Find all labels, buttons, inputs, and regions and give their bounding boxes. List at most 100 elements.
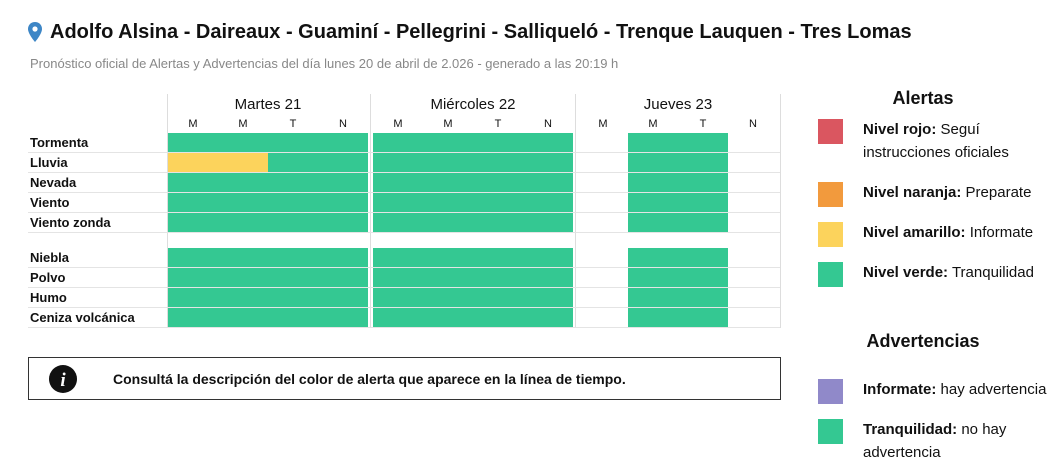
- column-divider: [167, 94, 168, 328]
- alert-cell: [523, 153, 573, 172]
- alert-cell: [268, 193, 318, 212]
- alert-cell: [373, 213, 423, 232]
- alert-cell: [678, 133, 728, 152]
- legend-swatch: [818, 379, 843, 404]
- row-divider: [28, 212, 780, 213]
- row-divider: [28, 287, 780, 288]
- alert-cell: [218, 153, 268, 172]
- alert-cell: [423, 268, 473, 287]
- alert-cell: [423, 133, 473, 152]
- row-label: Nevada: [30, 175, 77, 190]
- alert-cell: [678, 173, 728, 192]
- alert-cell: [473, 193, 523, 212]
- legend-description: Tranquilidad: [951, 264, 1034, 281]
- alert-cell: [678, 248, 728, 267]
- legend-label: Nivel amarillo:: [863, 224, 966, 241]
- row-divider: [28, 327, 780, 328]
- alert-cell: [168, 248, 218, 267]
- alert-cell: [628, 173, 678, 192]
- alert-cell: [168, 213, 218, 232]
- period-label: M: [188, 118, 198, 130]
- alert-cell: [678, 288, 728, 307]
- day-header: Martes 21: [234, 96, 302, 113]
- alert-cell: [318, 268, 368, 287]
- alert-cell: [423, 308, 473, 327]
- alert-cell: [523, 288, 573, 307]
- period-label: T: [494, 118, 502, 130]
- row-label: Viento: [30, 195, 70, 210]
- alert-cell: [628, 288, 678, 307]
- alert-cell: [423, 213, 473, 232]
- legend-text: Informate: hay advertencia: [863, 378, 1059, 401]
- alert-cell: [628, 268, 678, 287]
- alert-cell: [168, 173, 218, 192]
- period-label: T: [289, 118, 297, 130]
- alert-cell: [168, 268, 218, 287]
- legend-text: Nivel naranja: Preparate: [863, 181, 1059, 204]
- row-divider: [28, 192, 780, 193]
- row-label: Viento zonda: [30, 215, 111, 230]
- alert-cell: [523, 213, 573, 232]
- svg-text:i: i: [60, 370, 66, 391]
- alert-cell: [523, 193, 573, 212]
- alert-cell: [168, 133, 218, 152]
- legend-swatch: [818, 119, 843, 144]
- alert-cell: [218, 288, 268, 307]
- alert-cell: [628, 308, 678, 327]
- row-label: Humo: [30, 290, 67, 305]
- alert-cell: [678, 268, 728, 287]
- row-label: Lluvia: [30, 155, 68, 170]
- column-divider: [370, 94, 371, 328]
- legend-description: Informate: [969, 224, 1034, 241]
- legend-swatch: [818, 262, 843, 287]
- legend-label: Nivel naranja:: [863, 184, 962, 201]
- title: Adolfo Alsina - Daireaux - Guaminí - Pel…: [50, 21, 912, 43]
- alert-cell: [168, 153, 218, 172]
- alert-cell: [318, 133, 368, 152]
- alert-cell: [678, 153, 728, 172]
- info-box: i Consultá la descripción del color de a…: [28, 357, 781, 400]
- alert-cell: [373, 153, 423, 172]
- legend-label: Informate:: [863, 381, 937, 398]
- alert-cell: [373, 248, 423, 267]
- alert-cell: [373, 308, 423, 327]
- column-divider: [575, 94, 576, 328]
- alert-cell: [473, 133, 523, 152]
- alert-cell: [373, 288, 423, 307]
- row-label: Polvo: [30, 270, 66, 285]
- alert-cell: [373, 193, 423, 212]
- column-divider: [780, 94, 781, 328]
- legend-title: Advertencias: [866, 331, 980, 351]
- alert-cell: [268, 213, 318, 232]
- alert-cell: [628, 153, 678, 172]
- row-divider: [28, 232, 780, 233]
- alert-cell: [268, 288, 318, 307]
- legend-text: Nivel amarillo: Informate: [863, 221, 1059, 244]
- row-divider: [28, 267, 780, 268]
- subtitle: Pronóstico oficial de Alertas y Adverten…: [30, 56, 619, 71]
- day-header: Jueves 23: [643, 96, 713, 113]
- alert-cell: [678, 193, 728, 212]
- alert-cell: [218, 173, 268, 192]
- period-label: N: [749, 118, 757, 130]
- alert-cell: [423, 288, 473, 307]
- alert-cell: [523, 268, 573, 287]
- row-label: Tormenta: [30, 135, 89, 150]
- alert-cell: [318, 153, 368, 172]
- period-label: N: [339, 118, 347, 130]
- alert-cell: [628, 213, 678, 232]
- alert-cell: [473, 288, 523, 307]
- period-label: M: [393, 118, 403, 130]
- alert-cell: [678, 213, 728, 232]
- alert-cell: [423, 248, 473, 267]
- legend-label: Tranquilidad:: [863, 421, 958, 438]
- alert-cell: [218, 248, 268, 267]
- legend-swatch: [818, 222, 843, 247]
- day-header: Miércoles 22: [430, 96, 516, 113]
- alert-cell: [168, 288, 218, 307]
- alert-cell: [318, 213, 368, 232]
- period-label: M: [238, 118, 248, 130]
- alert-cell: [318, 308, 368, 327]
- alert-cell: [373, 268, 423, 287]
- legend-description: hay advertencia: [940, 381, 1047, 398]
